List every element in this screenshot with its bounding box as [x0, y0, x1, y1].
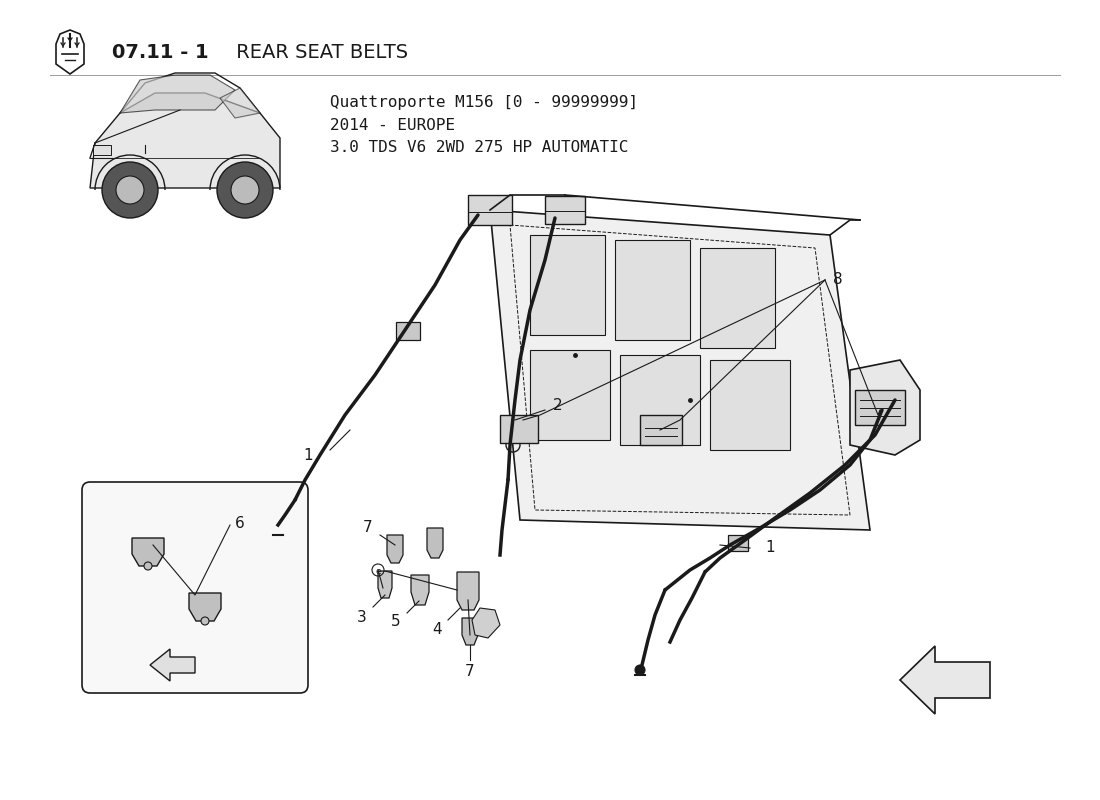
Polygon shape — [132, 538, 164, 566]
Polygon shape — [90, 93, 280, 188]
Text: 7: 7 — [465, 665, 475, 679]
Bar — [530, 235, 605, 335]
Circle shape — [273, 525, 283, 535]
Bar — [855, 390, 905, 425]
Circle shape — [231, 176, 258, 204]
Polygon shape — [220, 88, 260, 118]
Text: Quattroporte M156 [0 - 99999999]: Quattroporte M156 [0 - 99999999] — [330, 95, 638, 110]
Bar — [500, 415, 538, 443]
Polygon shape — [150, 649, 195, 681]
Bar — [530, 350, 610, 440]
Text: 6: 6 — [235, 515, 244, 530]
Text: 8: 8 — [833, 273, 843, 287]
Polygon shape — [120, 75, 235, 113]
Text: 2: 2 — [553, 398, 563, 414]
Polygon shape — [456, 572, 478, 610]
Circle shape — [217, 162, 273, 218]
Text: 5: 5 — [392, 614, 400, 630]
Bar — [640, 415, 682, 445]
Bar — [544, 196, 585, 224]
Polygon shape — [472, 608, 500, 638]
Circle shape — [201, 617, 209, 625]
Bar — [396, 322, 420, 340]
Circle shape — [144, 562, 152, 570]
Text: 2014 - EUROPE: 2014 - EUROPE — [330, 118, 455, 133]
Polygon shape — [189, 593, 221, 621]
Bar — [710, 360, 790, 450]
Text: 4: 4 — [432, 622, 442, 638]
Bar — [615, 240, 690, 340]
Text: 3.0 TDS V6 2WD 275 HP AUTOMATIC: 3.0 TDS V6 2WD 275 HP AUTOMATIC — [330, 139, 628, 154]
Bar — [620, 355, 700, 445]
Polygon shape — [411, 575, 429, 605]
Polygon shape — [490, 210, 870, 530]
Bar — [94, 145, 111, 155]
Polygon shape — [427, 528, 443, 558]
Text: 1: 1 — [304, 449, 312, 463]
Circle shape — [635, 665, 645, 675]
Bar — [468, 195, 512, 225]
Text: 07.11 - 1: 07.11 - 1 — [112, 42, 209, 62]
Text: 3: 3 — [358, 610, 367, 626]
Text: 1: 1 — [766, 541, 774, 555]
Text: e: e — [375, 566, 381, 575]
Polygon shape — [850, 360, 920, 455]
Bar — [700, 248, 776, 348]
Polygon shape — [462, 618, 478, 645]
Polygon shape — [387, 535, 403, 563]
FancyBboxPatch shape — [82, 482, 308, 693]
Polygon shape — [900, 646, 990, 714]
Text: REAR SEAT BELTS: REAR SEAT BELTS — [230, 42, 408, 62]
Circle shape — [102, 162, 158, 218]
Circle shape — [116, 176, 144, 204]
Bar — [728, 535, 748, 551]
Text: 7: 7 — [363, 519, 373, 534]
Polygon shape — [378, 571, 392, 598]
